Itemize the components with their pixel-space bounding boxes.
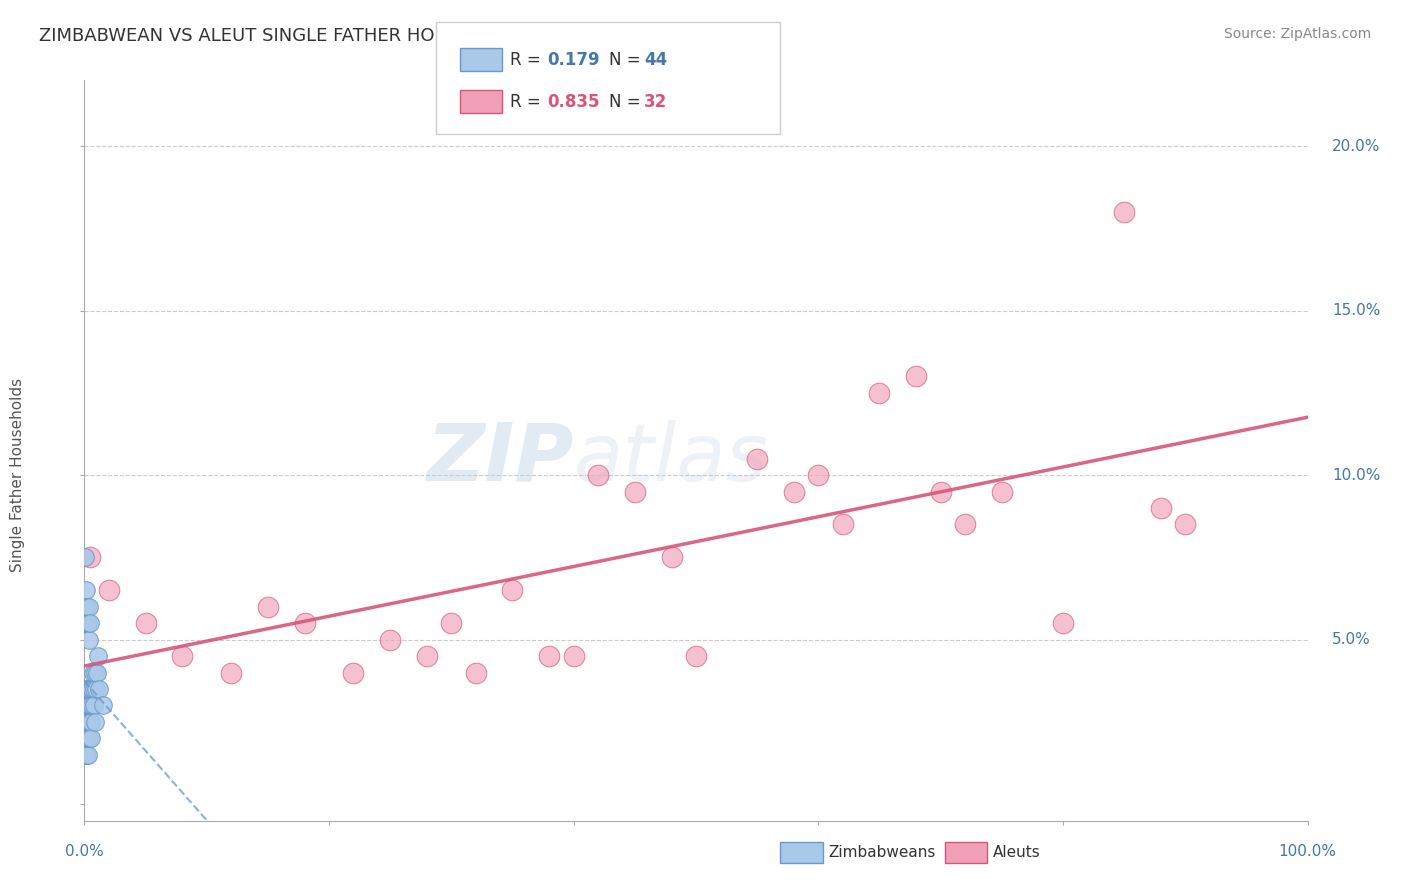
Text: 44: 44 [644,51,668,69]
Point [75,583,97,598]
Point [685,649,707,664]
Point [905,369,928,384]
Point [77,714,100,729]
Point [97,583,120,598]
Point [79,550,101,565]
Point [783,484,806,499]
Point [83,698,105,713]
Point [83,681,105,696]
Point [76,714,98,729]
Point [219,665,242,680]
Point [80,681,103,696]
Point [135,616,157,631]
Point [75,714,97,729]
Point [75,599,97,614]
Text: Zimbabweans: Zimbabweans [828,846,935,860]
Point [75,616,97,631]
Point [257,599,280,614]
Point [172,649,194,664]
Point [76,599,98,614]
Text: N =: N = [609,51,645,69]
Point [464,665,486,680]
Point [1052,616,1074,631]
Point [86,665,108,680]
Point [77,616,100,631]
Point [84,714,107,729]
Point [75,747,97,762]
Point [87,649,110,664]
Point [79,714,101,729]
Point [76,698,98,713]
Text: ZIP: ZIP [426,420,574,498]
Point [869,385,891,400]
Point [84,681,107,696]
Point [77,731,100,746]
Point [80,731,103,746]
Text: R =: R = [510,93,547,111]
Point [73,550,96,565]
Text: 100.0%: 100.0% [1278,844,1337,859]
Point [76,747,98,762]
Point [991,484,1014,499]
Point [83,665,105,680]
Text: Single Father Households: Single Father Households [10,378,24,572]
Point [76,731,98,746]
Point [77,698,100,713]
Text: R =: R = [510,51,547,69]
Text: 20.0%: 20.0% [1331,138,1381,153]
Point [1114,205,1136,219]
Text: 15.0%: 15.0% [1331,303,1381,318]
Point [79,698,101,713]
Text: 32: 32 [644,93,668,111]
Point [73,681,96,696]
Point [76,616,98,631]
Text: ZIMBABWEAN VS ALEUT SINGLE FATHER HOUSEHOLDS CORRELATION CHART: ZIMBABWEAN VS ALEUT SINGLE FATHER HOUSEH… [39,27,734,45]
Point [1174,517,1197,532]
Text: 0.179: 0.179 [547,51,599,69]
Point [79,731,101,746]
Point [80,714,103,729]
Text: Aleuts: Aleuts [993,846,1040,860]
Point [807,468,830,483]
Point [77,681,100,696]
Point [76,731,98,746]
Point [82,698,104,713]
Text: 5.0%: 5.0% [1331,632,1371,648]
Point [79,616,101,631]
Point [562,649,585,664]
Text: N =: N = [609,93,645,111]
Point [831,517,853,532]
Text: 10.0%: 10.0% [1331,467,1381,483]
Point [87,681,110,696]
Text: 0.835: 0.835 [547,93,599,111]
Point [1150,501,1173,516]
Point [294,616,316,631]
Text: Source: ZipAtlas.com: Source: ZipAtlas.com [1223,27,1371,41]
Point [82,665,104,680]
Point [661,550,683,565]
Point [953,517,976,532]
Point [77,681,100,696]
Point [75,747,97,762]
Point [380,632,402,647]
Text: atlas: atlas [574,420,769,498]
Point [77,632,100,647]
Point [440,616,463,631]
Point [502,583,524,598]
Point [538,649,561,664]
Point [416,649,439,664]
Point [75,731,97,746]
Text: 0.0%: 0.0% [65,844,104,859]
Point [91,698,114,713]
Point [747,451,769,466]
Point [586,468,609,483]
Point [79,698,101,713]
Point [342,665,364,680]
Point [929,484,952,499]
Point [624,484,647,499]
Point [80,681,103,696]
Point [77,599,100,614]
